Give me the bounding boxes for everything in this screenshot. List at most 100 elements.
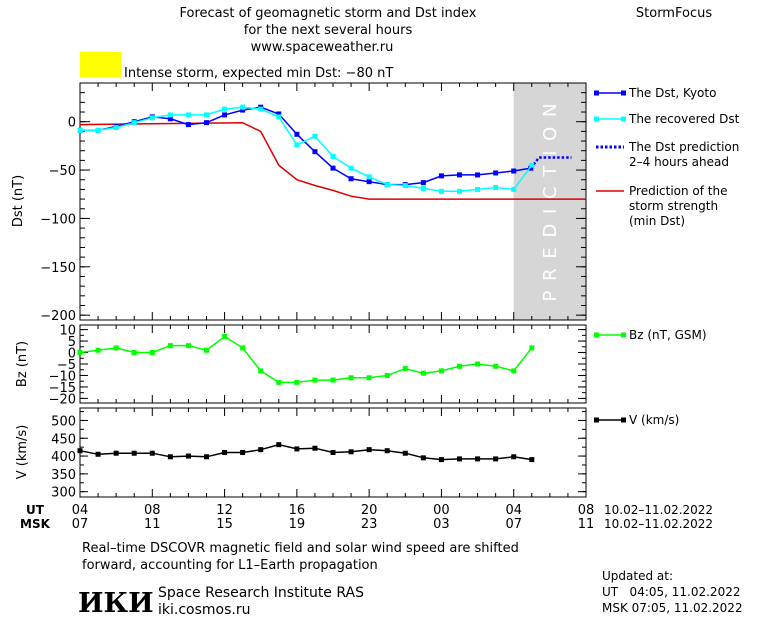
y-tick-label: 400 <box>51 450 76 465</box>
data-point <box>240 345 246 351</box>
data-point <box>511 454 517 460</box>
data-point <box>95 451 101 457</box>
x-tick-label-ut: 04 <box>72 503 89 518</box>
legend: The Dst, Kyoto The recovered Dst The Dst p… <box>594 86 740 427</box>
dst-panel: P R E D I C T I O N 0 −50 −100 −150 −200 Dst (… <box>11 82 587 324</box>
legend-label: V (km/s) <box>629 413 679 427</box>
data-point <box>204 120 209 126</box>
legend-label: Bz (nT, GSM) <box>629 328 707 342</box>
series-line <box>79 335 533 384</box>
data-point <box>185 122 191 128</box>
x-tick-label-msk: 19 <box>289 517 306 532</box>
x-tick-label-msk: 11 <box>578 517 595 532</box>
data-point <box>330 165 336 171</box>
legend-label: Prediction of the storm strength (min Dst) <box>629 184 728 228</box>
y-tick-label: 500 <box>51 414 76 429</box>
y-tick-label: 10 <box>59 324 76 339</box>
data-point <box>384 448 390 454</box>
data-point <box>457 188 462 194</box>
series-line <box>79 121 586 200</box>
data-point <box>475 456 481 462</box>
prediction-label: P R E D I C T I O N <box>540 102 561 302</box>
data-point <box>420 185 426 191</box>
data-point <box>493 363 499 369</box>
data-point <box>167 343 173 349</box>
msk-axis-label: MSK <box>20 517 51 531</box>
footer-note-line2: forward, accounting for L1–Earth propaga… <box>82 558 378 573</box>
site-url: www.spaceweather.ru <box>251 40 394 55</box>
ut-axis-label: UT <box>26 503 45 517</box>
data-point <box>222 106 228 112</box>
data-point <box>95 127 101 133</box>
data-point <box>276 442 282 448</box>
institute-site: iki.cosmos.ru <box>158 602 250 618</box>
data-point <box>294 446 300 452</box>
x-tick-label-ut: 12 <box>216 503 233 518</box>
data-point <box>77 448 83 454</box>
data-point <box>493 184 499 190</box>
updated-ut: UT 04:05, 11.02.2022 <box>602 585 740 599</box>
data-point <box>312 133 318 139</box>
data-point <box>185 343 191 349</box>
chart-title-line2: for the next several hours <box>244 23 413 38</box>
data-point <box>529 345 535 351</box>
data-point <box>77 127 83 133</box>
data-point <box>240 107 246 113</box>
x-tick-label-ut: 16 <box>289 503 306 518</box>
data-point <box>185 112 191 118</box>
y-tick-label: −100 <box>40 212 76 227</box>
legend-marker <box>621 116 626 122</box>
data-point <box>402 366 408 372</box>
x-tick-label-msk: 23 <box>361 517 378 532</box>
data-point <box>348 449 354 455</box>
data-point <box>276 114 282 120</box>
data-point <box>294 379 300 385</box>
data-point <box>113 124 119 130</box>
speed-panel: 500 450 400 350 300 V (km/s) <box>15 407 587 501</box>
legend-label: The Dst prediction 2–4 hours ahead <box>628 140 739 169</box>
data-point <box>222 333 228 339</box>
x-tick-label-ut: 08 <box>578 503 595 518</box>
iki-logo: ИКИ <box>78 588 154 619</box>
data-point <box>493 456 499 462</box>
data-point <box>113 345 119 351</box>
data-point <box>131 350 137 356</box>
x-tick-label-ut: 20 <box>361 503 378 518</box>
y-tick-label: 300 <box>51 486 76 501</box>
data-point <box>312 377 318 383</box>
data-point <box>294 142 300 148</box>
data-point <box>384 372 390 378</box>
data-point <box>131 450 137 456</box>
y-tick-label: 350 <box>51 468 76 483</box>
data-point <box>457 363 462 369</box>
data-point <box>167 454 173 460</box>
data-point <box>366 375 372 381</box>
y-tick-label: 5 <box>68 335 76 350</box>
data-point <box>457 172 462 178</box>
data-point <box>167 116 173 122</box>
series-line <box>79 443 532 461</box>
data-point <box>348 375 354 381</box>
y-tick-label: −150 <box>40 261 76 276</box>
data-point <box>258 447 264 453</box>
data-point <box>258 368 264 374</box>
data-point <box>240 450 246 455</box>
alert-swatch <box>80 52 121 77</box>
data-point <box>204 112 209 118</box>
data-point <box>330 154 336 160</box>
legend-marker <box>594 116 599 122</box>
legend-marker <box>621 332 626 338</box>
data-point <box>149 115 155 121</box>
data-point <box>438 173 444 179</box>
y-tick-label: −200 <box>40 309 76 324</box>
panel-frame <box>79 324 587 404</box>
data-point <box>348 176 354 182</box>
y-tick-label: −20 <box>49 392 76 407</box>
data-point <box>366 174 372 180</box>
y-axis-label: V (km/s) <box>15 425 30 480</box>
footer-note-line1: Real–time DSCOVR magnetic field and sola… <box>82 541 519 556</box>
legend-marker <box>621 90 626 96</box>
data-point <box>511 186 517 192</box>
